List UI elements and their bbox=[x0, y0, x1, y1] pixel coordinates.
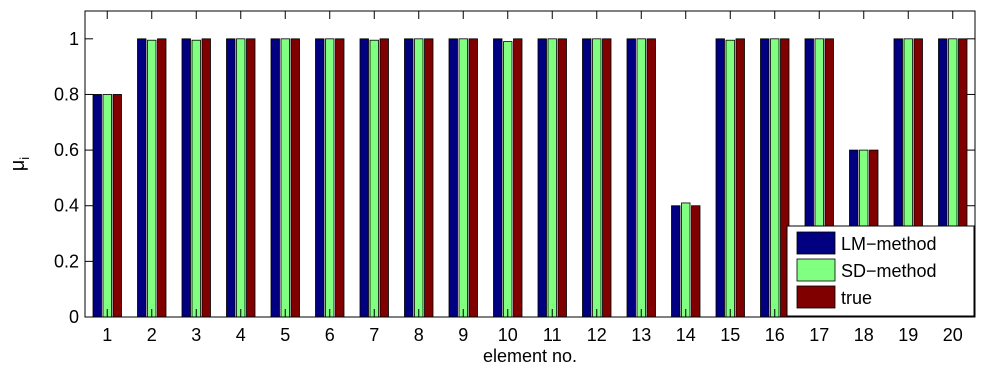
x-tick-label: 4 bbox=[236, 325, 246, 345]
bar-3-3 bbox=[201, 38, 211, 318]
y-axis-label: μi bbox=[7, 157, 32, 172]
x-tick-label: 19 bbox=[898, 325, 918, 345]
bar-1-12 bbox=[582, 38, 592, 318]
bar-3-10 bbox=[513, 38, 523, 318]
x-tick-label: 7 bbox=[369, 325, 379, 345]
bar-1-3 bbox=[181, 38, 191, 318]
bar-2-7 bbox=[369, 39, 379, 318]
x-tick-label: 3 bbox=[191, 325, 201, 345]
bar-3-1 bbox=[112, 94, 122, 318]
legend: LM−method SD−method true bbox=[786, 225, 975, 317]
bar-3-12 bbox=[602, 38, 612, 318]
bar-3-7 bbox=[379, 38, 389, 318]
legend-label-3: true bbox=[841, 288, 872, 308]
y-axis-label-subscript: i bbox=[17, 157, 32, 160]
x-tick-label: 16 bbox=[765, 325, 785, 345]
bar-1-8 bbox=[404, 38, 414, 318]
y-tick-label: 0.6 bbox=[54, 140, 79, 160]
bar-2-16 bbox=[770, 38, 780, 318]
y-tick-label: 0.8 bbox=[54, 84, 79, 104]
x-tick-label: 9 bbox=[458, 325, 468, 345]
bar-1-7 bbox=[359, 38, 369, 318]
bar-1-4 bbox=[226, 38, 236, 318]
bar-3-9 bbox=[468, 38, 478, 318]
bar-3-6 bbox=[335, 38, 345, 318]
y-tick-label: 1 bbox=[69, 29, 79, 49]
bar-2-9 bbox=[458, 38, 468, 318]
y-tick-label: 0.2 bbox=[54, 251, 79, 271]
x-tick-label: 8 bbox=[414, 325, 424, 345]
bar-3-15 bbox=[735, 38, 745, 318]
legend-swatch-2 bbox=[796, 258, 836, 282]
bar-1-15 bbox=[715, 38, 725, 318]
x-tick-label: 17 bbox=[809, 325, 829, 345]
bar-3-14 bbox=[691, 205, 701, 318]
bar-3-8 bbox=[424, 38, 434, 318]
bar-2-12 bbox=[592, 38, 602, 318]
legend-label-2: SD−method bbox=[841, 261, 937, 281]
x-tick-label: 13 bbox=[631, 325, 651, 345]
bar-1-2 bbox=[137, 38, 147, 318]
bar-2-11 bbox=[547, 38, 557, 318]
x-tick-label: 18 bbox=[854, 325, 874, 345]
bar-2-3 bbox=[191, 39, 201, 318]
x-tick-label: 1 bbox=[102, 325, 112, 345]
bar-3-2 bbox=[157, 38, 167, 318]
y-tick-label: 0.4 bbox=[54, 196, 79, 216]
bar-1-6 bbox=[315, 38, 325, 318]
bar-2-1 bbox=[102, 94, 112, 318]
bar-2-14 bbox=[681, 202, 691, 318]
bar-3-4 bbox=[246, 38, 256, 318]
bar-1-1 bbox=[92, 94, 102, 318]
bar-3-13 bbox=[646, 38, 656, 318]
legend-swatch-1 bbox=[796, 231, 836, 255]
x-tick-label: 14 bbox=[676, 325, 696, 345]
x-tick-label: 6 bbox=[325, 325, 335, 345]
legend-label-1: LM−method bbox=[841, 234, 937, 254]
bar-1-9 bbox=[448, 38, 458, 318]
bar-2-13 bbox=[636, 38, 646, 318]
legend-swatch-3 bbox=[796, 285, 836, 309]
x-tick-label: 12 bbox=[587, 325, 607, 345]
x-tick-label: 20 bbox=[943, 325, 963, 345]
x-tick-label: 11 bbox=[543, 325, 562, 345]
x-tick-label: 10 bbox=[498, 325, 518, 345]
bar-3-11 bbox=[557, 38, 567, 318]
x-tick-label: 2 bbox=[147, 325, 157, 345]
bar-2-8 bbox=[414, 38, 424, 318]
bar-1-11 bbox=[537, 38, 547, 318]
bar-2-6 bbox=[325, 38, 335, 318]
bars-group bbox=[92, 38, 968, 318]
x-tick-label: 5 bbox=[280, 325, 290, 345]
bar-1-5 bbox=[270, 38, 280, 318]
axes-frame bbox=[84, 10, 976, 318]
bar-3-5 bbox=[290, 38, 300, 318]
bar-2-10 bbox=[503, 41, 513, 318]
bar-1-13 bbox=[626, 38, 636, 318]
bar-2-5 bbox=[280, 38, 290, 318]
x-tick-label: 15 bbox=[720, 325, 740, 345]
bar-1-14 bbox=[671, 205, 681, 318]
bar-1-16 bbox=[760, 38, 770, 318]
bar-2-4 bbox=[236, 38, 246, 318]
bar-2-2 bbox=[147, 39, 157, 318]
x-axis-label: element no. bbox=[483, 346, 577, 366]
bar-1-10 bbox=[493, 38, 503, 318]
y-tick-label: 0 bbox=[69, 307, 79, 327]
bar-2-15 bbox=[725, 39, 735, 318]
y-axis-label-symbol: μ bbox=[7, 160, 29, 172]
